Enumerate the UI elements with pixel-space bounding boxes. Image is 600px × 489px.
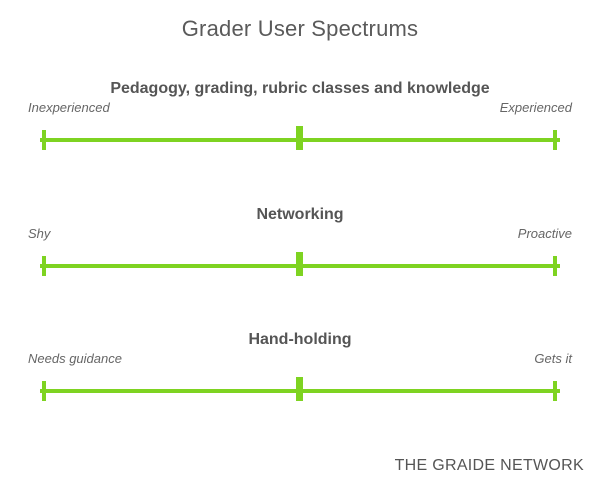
- track-tick-right: [553, 130, 557, 150]
- spectrum-left-label: Inexperienced: [28, 100, 110, 115]
- spectrum-hand-holding: Hand-holding Needs guidance Gets it: [0, 331, 600, 441]
- spectrum-title: Hand-holding: [248, 331, 352, 348]
- spectrum-networking: Networking Shy Proactive: [0, 206, 600, 316]
- spectrum-pedagogy: Pedagogy, grading, rubric classes and kn…: [0, 80, 600, 190]
- spectrum-track: [40, 252, 560, 276]
- spectrum-left-label: Shy: [28, 226, 51, 241]
- spectrum-right-label: Experienced: [499, 100, 572, 115]
- spectrum-left-label: Needs guidance: [28, 351, 122, 366]
- track-tick-right: [553, 381, 557, 401]
- spectrum-title: Pedagogy, grading, rubric classes and kn…: [110, 80, 490, 97]
- brand-footer: THE GRAIDE NETWORK: [394, 457, 584, 474]
- spectrum-right-label: Proactive: [517, 226, 572, 241]
- track-tick-center: [296, 126, 303, 150]
- spectrum-track: [40, 377, 560, 401]
- track-tick-left: [42, 381, 46, 401]
- track-tick-center: [296, 252, 303, 276]
- track-tick-right: [553, 256, 557, 276]
- track-tick-left: [42, 130, 46, 150]
- track-tick-center: [296, 377, 303, 401]
- spectrum-title: Networking: [256, 206, 344, 223]
- track-tick-left: [42, 256, 46, 276]
- spectrum-right-label: Gets it: [534, 351, 572, 366]
- spectrum-track: [40, 126, 560, 150]
- page-title: Grader User Spectrums: [181, 16, 419, 41]
